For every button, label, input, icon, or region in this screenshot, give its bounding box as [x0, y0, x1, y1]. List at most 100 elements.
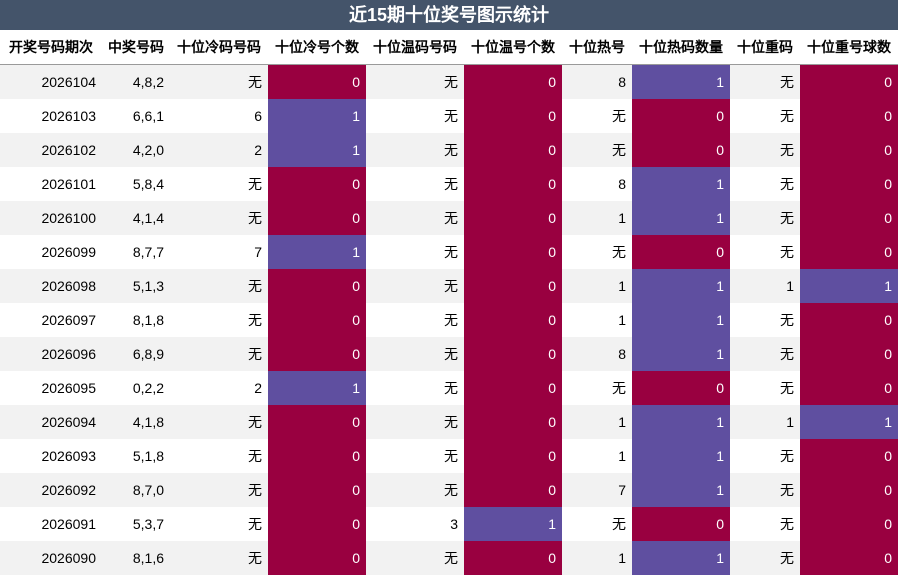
table-cell: 0	[268, 337, 366, 371]
table-cell: 0	[632, 507, 730, 541]
table-cell: 无	[366, 303, 464, 337]
table-cell: 1	[268, 99, 366, 133]
table-cell: 无	[730, 439, 800, 473]
table-cell: 2026100	[0, 201, 102, 235]
table-cell: 无	[730, 133, 800, 167]
table-cell: 0	[800, 64, 898, 99]
table-cell: 2026097	[0, 303, 102, 337]
column-header: 十位重码	[730, 30, 800, 65]
table-row: 2026097 8,1,8 无 0 无 0 1 1 无 0	[0, 303, 898, 337]
table-cell: 0	[268, 269, 366, 303]
table-cell: 无	[366, 235, 464, 269]
table-cell: 无	[170, 473, 268, 507]
table-cell: 2026099	[0, 235, 102, 269]
table-cell: 5,8,4	[102, 167, 170, 201]
table-cell: 8	[562, 337, 632, 371]
chart-title: 近15期十位奖号图示统计	[0, 0, 898, 30]
column-header: 中奖号码	[102, 30, 170, 65]
table-cell: 无	[562, 99, 632, 133]
table-cell: 2026090	[0, 541, 102, 575]
table-cell: 0	[268, 439, 366, 473]
table-cell: 无	[366, 133, 464, 167]
table-cell: 无	[170, 303, 268, 337]
table-cell: 1	[730, 269, 800, 303]
table-cell: 5,3,7	[102, 507, 170, 541]
table-cell: 1	[268, 133, 366, 167]
table-cell: 无	[366, 541, 464, 575]
table-cell: 无	[366, 201, 464, 235]
table-cell: 0	[464, 439, 562, 473]
table-cell: 无	[366, 64, 464, 99]
table-cell: 1	[268, 371, 366, 405]
table-cell: 无	[562, 371, 632, 405]
table-cell: 6	[170, 99, 268, 133]
table-cell: 无	[366, 337, 464, 371]
column-header: 十位热码数量	[632, 30, 730, 65]
table-cell: 1	[632, 201, 730, 235]
table-cell: 1	[632, 439, 730, 473]
table-cell: 0	[268, 167, 366, 201]
table-cell: 0	[632, 235, 730, 269]
column-header: 开奖号码期次	[0, 30, 102, 65]
column-header: 十位冷号个数	[268, 30, 366, 65]
table-cell: 0	[800, 507, 898, 541]
table-cell: 0	[464, 371, 562, 405]
table-cell: 无	[366, 371, 464, 405]
table-cell: 0	[800, 201, 898, 235]
table-cell: 0	[464, 167, 562, 201]
table-cell: 无	[562, 507, 632, 541]
table-cell: 0	[268, 507, 366, 541]
table-cell: 无	[366, 99, 464, 133]
table-cell: 1	[562, 201, 632, 235]
table-cell: 0	[464, 99, 562, 133]
table-cell: 0	[464, 133, 562, 167]
table-row: 2026093 5,1,8 无 0 无 0 1 1 无 0	[0, 439, 898, 473]
stats-table: 开奖号码期次 中奖号码 十位冷码号码 十位冷号个数 十位温码号码 十位温号个数 十位热号 十位…	[0, 30, 898, 575]
table-row: 2026103 6,6,1 6 1 无 0 无 0 无 0	[0, 99, 898, 133]
table-cell: 无	[730, 235, 800, 269]
table-cell: 5,1,8	[102, 439, 170, 473]
table-row: 2026096 6,8,9 无 0 无 0 8 1 无 0	[0, 337, 898, 371]
table-cell: 1	[464, 507, 562, 541]
table-cell: 0,2,2	[102, 371, 170, 405]
table-cell: 1	[632, 303, 730, 337]
table-cell: 0	[268, 405, 366, 439]
table-row: 2026094 4,1,8 无 0 无 0 1 1 1 1	[0, 405, 898, 439]
table-row: 2026091 5,3,7 无 0 3 1 无 0 无 0	[0, 507, 898, 541]
table-cell: 0	[268, 541, 366, 575]
table-cell: 无	[170, 507, 268, 541]
table-cell: 0	[800, 167, 898, 201]
table-cell: 0	[268, 303, 366, 337]
table-cell: 无	[366, 439, 464, 473]
table-cell: 0	[800, 99, 898, 133]
table-cell: 无	[366, 405, 464, 439]
table-cell: 无	[730, 167, 800, 201]
table-row: 2026099 8,7,7 7 1 无 0 无 0 无 0	[0, 235, 898, 269]
table-cell: 2026104	[0, 64, 102, 99]
table-cell: 1	[632, 167, 730, 201]
table-cell: 0	[800, 541, 898, 575]
table-cell: 无	[730, 541, 800, 575]
table-cell: 无	[170, 337, 268, 371]
table-cell: 8,7,7	[102, 235, 170, 269]
table-cell: 1	[632, 269, 730, 303]
table-cell: 0	[464, 235, 562, 269]
table-cell: 2026095	[0, 371, 102, 405]
table-row: 2026095 0,2,2 2 1 无 0 无 0 无 0	[0, 371, 898, 405]
table-cell: 无	[730, 99, 800, 133]
table-cell: 0	[632, 133, 730, 167]
table-cell: 5,1,3	[102, 269, 170, 303]
table-cell: 1	[632, 64, 730, 99]
table-cell: 2026102	[0, 133, 102, 167]
table-cell: 8	[562, 64, 632, 99]
column-header: 十位重号球数	[800, 30, 898, 65]
table-cell: 2026092	[0, 473, 102, 507]
table-cell: 2026096	[0, 337, 102, 371]
table-cell: 无	[562, 133, 632, 167]
table-cell: 0	[800, 235, 898, 269]
table-cell: 0	[464, 473, 562, 507]
table-cell: 0	[464, 201, 562, 235]
table-cell: 1	[632, 473, 730, 507]
table-cell: 2026091	[0, 507, 102, 541]
table-cell: 0	[800, 133, 898, 167]
